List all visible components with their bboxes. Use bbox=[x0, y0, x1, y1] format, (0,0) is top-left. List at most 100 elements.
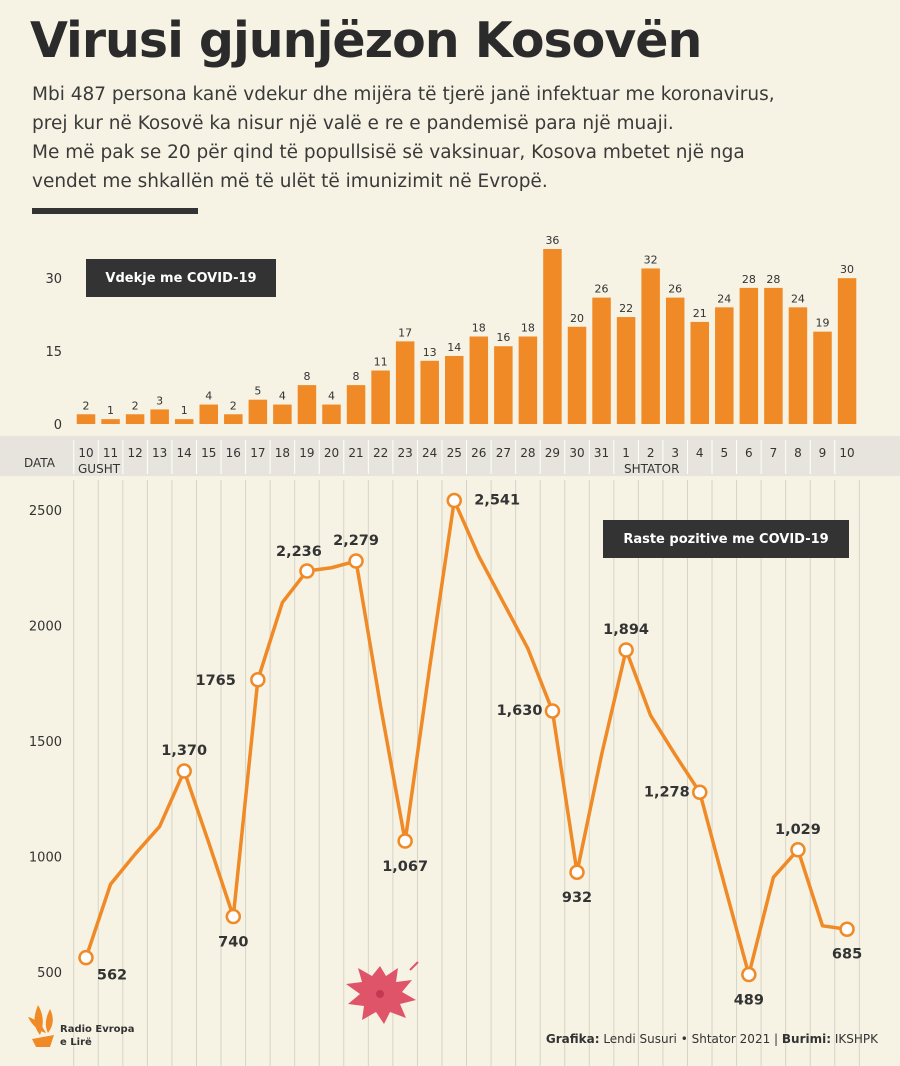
cases-point bbox=[348, 553, 364, 569]
death-bar-label: 26 bbox=[595, 283, 609, 296]
cases-point bbox=[225, 908, 242, 925]
death-bar-label: 14 bbox=[447, 341, 461, 354]
date-axis-label: DATA bbox=[24, 456, 56, 470]
death-bar bbox=[273, 404, 292, 424]
date-tick-label: 7 bbox=[770, 446, 778, 460]
date-tick-label: 6 bbox=[745, 446, 753, 460]
death-bar bbox=[371, 370, 390, 424]
death-bar-label: 16 bbox=[496, 331, 510, 344]
death-bar bbox=[788, 307, 808, 424]
death-bar bbox=[445, 355, 464, 424]
date-tick-label: 19 bbox=[299, 446, 314, 460]
death-bar bbox=[150, 409, 169, 424]
death-bar-label: 2 bbox=[230, 399, 237, 412]
death-bar bbox=[690, 321, 709, 424]
death-bar bbox=[543, 249, 562, 424]
date-tick-label: 29 bbox=[545, 446, 560, 460]
cases-point bbox=[569, 864, 585, 880]
source-value: IKSHPK bbox=[831, 1032, 878, 1046]
line-ytick-label: 500 bbox=[37, 966, 62, 981]
source-label: Burimi: bbox=[781, 1032, 832, 1046]
bar-ytick-label: 15 bbox=[45, 345, 62, 360]
cases-point bbox=[299, 563, 315, 579]
date-tick-label: 16 bbox=[226, 446, 241, 460]
date-tick-label: 10 bbox=[839, 446, 854, 460]
death-bar bbox=[616, 317, 636, 424]
subtitle: Mbi 487 persona kanë vdekur dhe mijëra t… bbox=[32, 80, 852, 196]
death-bar-label: 4 bbox=[205, 390, 212, 403]
date-tick-label: 1 bbox=[622, 446, 630, 460]
death-bar-label: 19 bbox=[816, 317, 830, 330]
death-bar-label: 4 bbox=[279, 390, 286, 403]
cases-point-label: 2,279 bbox=[333, 533, 379, 549]
title-rule bbox=[32, 208, 198, 214]
death-bar bbox=[297, 385, 317, 424]
date-tick-label: 9 bbox=[819, 446, 827, 460]
death-bar-label: 36 bbox=[545, 234, 559, 247]
cases-point bbox=[790, 842, 806, 858]
line-ytick-label: 2500 bbox=[29, 504, 62, 519]
death-bar-label: 20 bbox=[570, 312, 584, 325]
death-bar-label: 18 bbox=[472, 322, 486, 335]
death-bar bbox=[346, 385, 366, 424]
death-bar bbox=[322, 404, 341, 424]
virus-splash-icon bbox=[346, 961, 419, 1024]
credit-line: Grafika: Lendi Susuri • Shtator 2021 | B… bbox=[546, 1032, 878, 1046]
date-tick-label: 20 bbox=[324, 446, 339, 460]
death-bar bbox=[665, 297, 685, 424]
death-bar bbox=[592, 297, 611, 424]
date-tick-label: 21 bbox=[348, 446, 363, 460]
subtitle-line: Mbi 487 persona kanë vdekur dhe mijëra t… bbox=[32, 84, 775, 105]
date-tick-label: 18 bbox=[275, 446, 290, 460]
death-bar bbox=[764, 287, 783, 424]
subtitle-line: Me më pak se 20 për qind të popullsisë s… bbox=[32, 142, 745, 163]
death-bar bbox=[715, 307, 734, 424]
rfe-logo-icon bbox=[28, 1005, 54, 1047]
cases-line bbox=[84, 498, 848, 977]
deaths-legend: Vdekje me COVID-19 bbox=[86, 259, 276, 297]
cases-point-label: 740 bbox=[218, 935, 248, 951]
death-bar bbox=[395, 341, 415, 424]
death-bar bbox=[567, 326, 587, 424]
cases-legend: Raste pozitive me COVID-19 bbox=[603, 520, 849, 558]
date-tick-label: 17 bbox=[250, 446, 265, 460]
death-bar-label: 1 bbox=[107, 404, 114, 417]
date-tick-label: 22 bbox=[373, 446, 388, 460]
date-tick-label: 23 bbox=[398, 446, 413, 460]
cases-point bbox=[741, 966, 757, 983]
cases-point bbox=[176, 763, 192, 779]
death-bar-label: 30 bbox=[840, 263, 854, 276]
month-label: GUSHT bbox=[78, 462, 121, 476]
cases-point-label: 1765 bbox=[195, 673, 235, 689]
death-bar-label: 13 bbox=[423, 346, 437, 359]
death-bar-label: 28 bbox=[766, 273, 780, 286]
date-tick-label: 8 bbox=[794, 446, 802, 460]
date-tick-label: 13 bbox=[152, 446, 167, 460]
date-tick-label: 5 bbox=[720, 446, 728, 460]
death-bar-label: 2 bbox=[132, 399, 139, 412]
death-bar-label: 17 bbox=[398, 326, 412, 339]
death-bar bbox=[224, 414, 243, 424]
cases-point-label: 1,370 bbox=[161, 743, 207, 759]
line-ytick-label: 2000 bbox=[29, 620, 62, 635]
cases-point bbox=[78, 949, 94, 966]
date-tick-label: 26 bbox=[471, 446, 486, 460]
cases-point-label: 1,278 bbox=[644, 784, 690, 800]
subtitle-line: prej kur në Kosovë ka nisur një valë e r… bbox=[32, 113, 674, 134]
death-bar bbox=[76, 414, 96, 424]
date-tick-label: 15 bbox=[201, 446, 216, 460]
date-tick-label: 2 bbox=[647, 446, 655, 460]
death-bar-label: 24 bbox=[717, 292, 731, 305]
death-bar bbox=[174, 419, 194, 424]
cases-point bbox=[692, 784, 708, 801]
death-bar-label: 18 bbox=[521, 322, 535, 335]
death-bar bbox=[469, 336, 489, 424]
death-bar bbox=[739, 287, 759, 424]
death-bar-label: 11 bbox=[374, 356, 388, 369]
death-bar bbox=[199, 404, 218, 424]
death-bar-label: 21 bbox=[693, 307, 707, 320]
death-bar bbox=[641, 268, 660, 424]
cases-point bbox=[839, 921, 855, 938]
cases-point bbox=[446, 492, 462, 509]
